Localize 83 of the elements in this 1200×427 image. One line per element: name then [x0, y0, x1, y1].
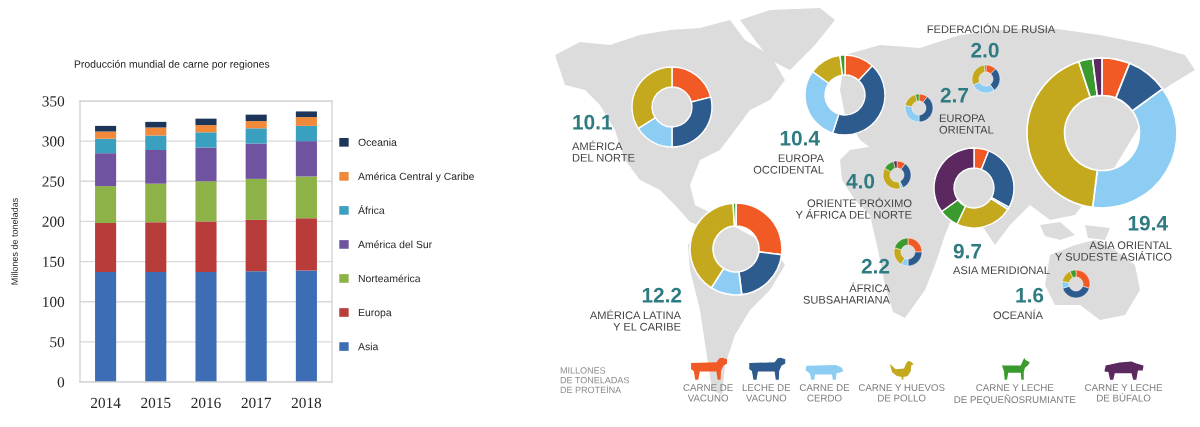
bar [245, 121, 267, 129]
y-tick-label: 0 [57, 377, 65, 388]
legend-label: CARNE Y LECHE DE PEQUEÑOSRUMIANTE [954, 384, 1076, 405]
text: AMÉRICA DEL NORTE [572, 140, 635, 162]
bar [95, 138, 117, 154]
bar [95, 272, 117, 382]
bar [245, 128, 267, 144]
y-tick-label: 250 [42, 176, 65, 187]
text: 2.2 [861, 258, 890, 274]
legend-label: Asia [358, 342, 379, 351]
legend-label: LECHE DE VACUNO [742, 384, 791, 402]
bar [245, 143, 267, 179]
bar [245, 271, 267, 382]
x-tick-label: 2017 [241, 397, 272, 409]
text: 10.1 [573, 114, 612, 130]
bar [195, 221, 217, 273]
y-tick-label: 350 [42, 96, 65, 107]
text: 1.6 [1016, 287, 1044, 303]
bar [245, 178, 267, 220]
y-tick-label: 100 [43, 296, 65, 308]
bar [295, 141, 317, 177]
bar [195, 125, 217, 133]
legend-label: América Central y Caribe [358, 172, 474, 183]
bar [295, 218, 317, 271]
x-tick-label: 2015 [141, 397, 171, 409]
legend-label: América del Sur [358, 240, 432, 249]
bar [245, 114, 267, 122]
text: ORIENTE PRÓXIMO Y ÁFRICA DEL NORTE [795, 197, 912, 219]
text: 12.2 [642, 287, 682, 303]
bar [95, 131, 117, 139]
y-tick-label: 300 [42, 136, 65, 147]
text: ASIA ORIENTAL Y SUDESTE ASIÁTICO [1055, 241, 1172, 261]
text: OCEANÍA [993, 309, 1043, 320]
bar [245, 219, 267, 272]
bar [145, 183, 167, 223]
text: 10.4 [780, 130, 820, 146]
text: AMÉRICA LATINA Y EL CARIBE [589, 309, 681, 331]
bar [95, 153, 117, 187]
legend-label: CARNE Y HUEVOS DE POLLO [858, 384, 945, 402]
bar [295, 176, 317, 219]
bar [145, 135, 167, 150]
bar [195, 181, 217, 222]
chart-title: Producción mundial de carne por regiones [74, 60, 270, 70]
x-tick-label: 2016 [191, 397, 221, 409]
legend-label: Oceania [358, 138, 397, 147]
legend-label: Norteamérica [358, 274, 421, 283]
x-tick-label: 2018 [291, 397, 322, 409]
legend-label: Europa [358, 308, 392, 319]
legend-label: CARNE DE CERDO [799, 384, 850, 402]
bar [195, 132, 217, 148]
text: EUROPA OCCIDENTAL [753, 154, 824, 174]
bar [295, 111, 317, 118]
y-tick-label: 200 [42, 216, 65, 227]
legend-label: CARNE Y LECHE DE BÚFALO [1085, 384, 1163, 402]
text: 19.4 [1128, 215, 1168, 231]
legend-title: MILLONES DE TONELADAS DE PROTEÍNA [560, 367, 629, 394]
text: 4.0 [846, 173, 875, 189]
bar [295, 117, 317, 126]
legend-label: África [358, 204, 385, 215]
bar [145, 222, 167, 273]
bar [195, 272, 217, 382]
bar [145, 149, 167, 184]
legend-label: CARNE DE VACUNO [683, 384, 733, 402]
bar [95, 186, 117, 224]
bar [145, 127, 167, 136]
y-tick-label: 150 [43, 256, 65, 268]
x-tick-label: 2014 [90, 397, 121, 409]
bar [95, 125, 117, 132]
bar [295, 270, 317, 382]
chart-title: FEDERACIÓN DE RUSIA [927, 23, 1056, 34]
text: 9.7 [953, 243, 982, 259]
y-axis-title: Millones de toneladas [11, 198, 18, 285]
text: ASIA MERIDIONAL [953, 266, 1050, 275]
bar [195, 118, 217, 126]
text: 2.0 [971, 42, 999, 58]
bar [95, 223, 117, 273]
text: ÁFRICA SUBSAHARIANA [803, 282, 890, 304]
text: EUROPA ORIENTAL [939, 114, 994, 134]
text: 2.7 [940, 87, 969, 103]
bar [295, 125, 317, 142]
y-tick-label: 50 [50, 337, 65, 348]
bar [195, 147, 217, 182]
bar [145, 272, 167, 382]
